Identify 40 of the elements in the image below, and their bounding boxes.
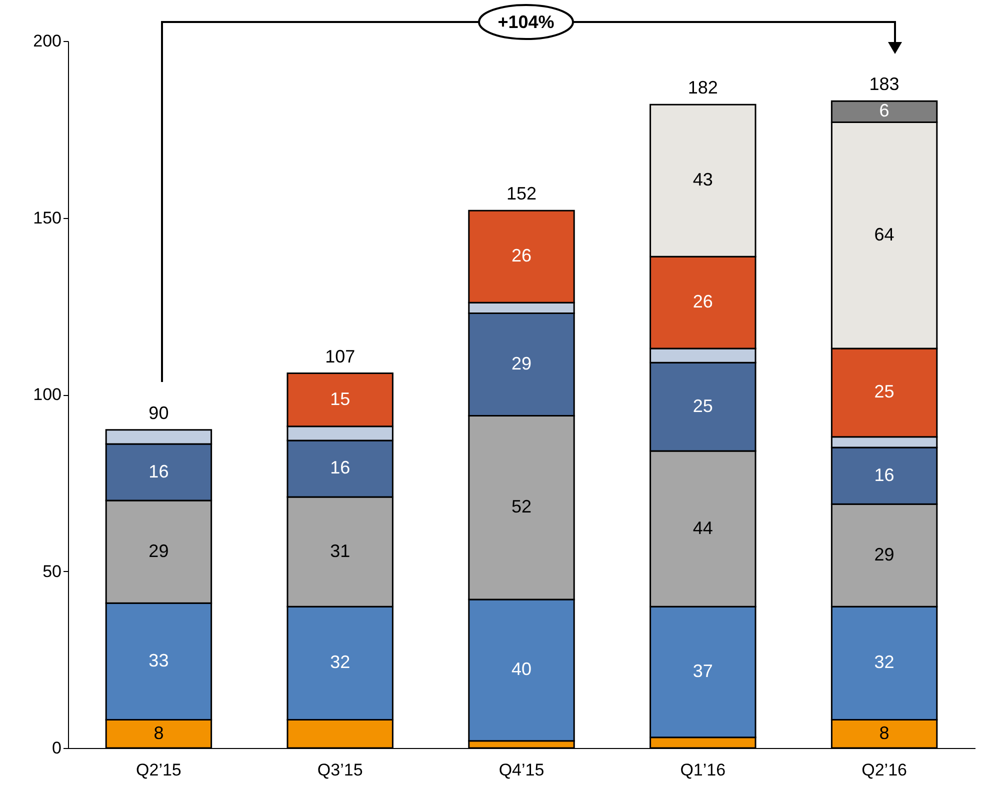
x-tick-label: Q2’15 — [136, 760, 182, 780]
text: +104% — [498, 12, 554, 32]
data-label: 29 — [874, 544, 894, 564]
data-label: 32 — [874, 652, 894, 672]
data-label: 33 — [148, 650, 169, 670]
y-tick-label: 200 — [33, 32, 62, 50]
data-label: 25 — [692, 396, 713, 416]
total-label: 183 — [869, 74, 900, 94]
data-label: 29 — [511, 353, 532, 374]
total-label: 107 — [325, 346, 356, 366]
data-label: 64 — [874, 224, 894, 244]
total-label: 90 — [148, 402, 169, 423]
total-label: 152 — [506, 184, 537, 204]
x-tick-label: Q3’15 — [317, 760, 363, 780]
data-label: 26 — [511, 246, 532, 266]
x-tick-label: Q4’15 — [498, 760, 544, 780]
data-label: 32 — [330, 652, 350, 672]
y-tick-label: 50 — [42, 562, 62, 581]
data-label: 8 — [154, 722, 164, 743]
total-label: 182 — [688, 78, 718, 98]
data-label: 25 — [874, 382, 894, 402]
data-label: 31 — [330, 540, 350, 561]
y-tick-label: 0 — [52, 738, 62, 758]
y-tick-label: 150 — [33, 208, 62, 228]
data-label: 44 — [692, 518, 713, 538]
data-label: 15 — [330, 388, 350, 409]
data-label: 16 — [874, 464, 894, 485]
x-tick-label: Q2’16 — [862, 760, 907, 780]
data-label: 37 — [692, 660, 713, 681]
data-label: 6 — [879, 100, 890, 121]
data-label: 43 — [692, 170, 713, 190]
data-label: 29 — [148, 540, 169, 561]
data-label: 40 — [511, 659, 532, 680]
y-tick-label: 100 — [33, 385, 62, 404]
data-label: 26 — [692, 292, 713, 312]
data-label: 52 — [511, 496, 532, 517]
data-label: 16 — [148, 461, 169, 482]
data-label: 8 — [879, 722, 890, 743]
x-tick-label: Q1’16 — [680, 760, 726, 780]
data-label: 16 — [330, 458, 350, 478]
